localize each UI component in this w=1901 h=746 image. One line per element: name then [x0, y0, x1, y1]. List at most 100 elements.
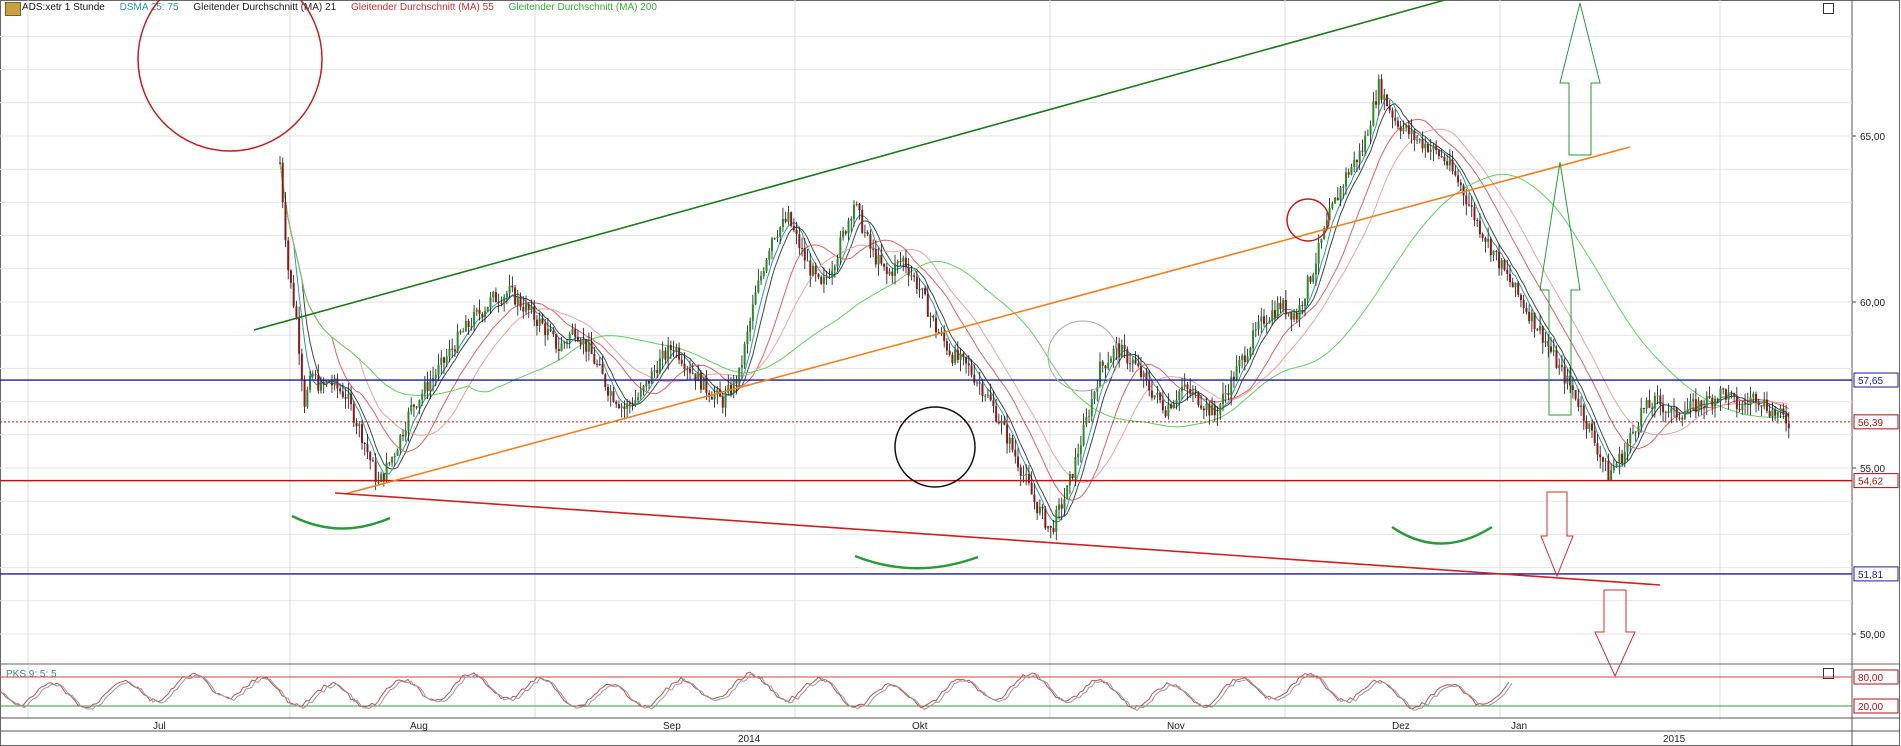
- candle-body: [391, 457, 394, 463]
- candle-body: [1703, 406, 1706, 408]
- candle-body: [1164, 410, 1167, 417]
- candle-body: [1599, 454, 1602, 458]
- candle-body: [1670, 408, 1673, 413]
- candle-body: [626, 403, 629, 409]
- candle-body: [1150, 390, 1153, 398]
- candle-body: [557, 348, 560, 352]
- candle-body: [1774, 409, 1777, 416]
- candle-body: [344, 397, 347, 399]
- candle-body: [1582, 405, 1585, 421]
- indicator-ma55[interactable]: Gleitender Durchschnitt (MA) 55: [350, 2, 494, 13]
- candle-body: [1621, 453, 1624, 464]
- candle-body: [981, 383, 984, 396]
- candle-body: [976, 382, 978, 384]
- candle-body: [582, 339, 585, 345]
- candle-body: [1358, 150, 1361, 163]
- candle-body: [1038, 506, 1041, 514]
- candle-body: [1481, 234, 1484, 238]
- candle-body: [1361, 150, 1364, 152]
- candle-body: [292, 282, 295, 307]
- candle-body: [1765, 399, 1768, 411]
- price-label: 54,62: [1858, 477, 1883, 488]
- candle-body: [1085, 416, 1088, 425]
- oscillator-maximize-button[interactable]: [1823, 668, 1834, 679]
- candle-body: [1156, 392, 1159, 396]
- candle-body: [1771, 409, 1774, 417]
- candle-body: [1391, 110, 1394, 118]
- candle-body: [366, 444, 369, 453]
- candle-body: [803, 248, 806, 261]
- candle-body: [505, 293, 508, 297]
- candle-body: [1443, 156, 1446, 162]
- candle-body: [661, 350, 664, 359]
- candle-body: [732, 378, 735, 394]
- candle-body: [1498, 252, 1501, 269]
- candle-body: [992, 400, 995, 407]
- candle-body: [784, 218, 787, 222]
- candle-body: [1350, 167, 1353, 175]
- candle-body: [1410, 130, 1413, 135]
- candle-body: [516, 296, 519, 305]
- candle-body: [1129, 363, 1132, 365]
- candle-body: [1205, 403, 1208, 411]
- candle-body: [842, 231, 845, 238]
- candle-body: [1724, 389, 1727, 400]
- candle-body: [1741, 403, 1744, 411]
- candle-body: [1744, 403, 1747, 405]
- candle-body: [1418, 139, 1421, 141]
- candle-body: [904, 257, 907, 268]
- candle-body: [1700, 400, 1703, 407]
- candle-body: [970, 365, 973, 375]
- candle-body: [935, 317, 937, 333]
- candle-body: [1074, 456, 1077, 478]
- candle-body: [1528, 311, 1531, 322]
- indicator-dsma[interactable]: DSMA 25: 75: [119, 2, 179, 13]
- candle-body: [1735, 395, 1738, 410]
- candle-body: [287, 240, 290, 271]
- indicator-ma200[interactable]: Gleitender Durchschnitt (MA) 200: [508, 2, 657, 13]
- candle-body: [836, 258, 839, 267]
- ticker-selector[interactable]: ADS:xetr 1 Stunde: [22, 2, 105, 13]
- candle-body: [667, 345, 670, 360]
- candle-body: [1738, 409, 1741, 411]
- maximize-button[interactable]: [1823, 3, 1834, 14]
- candle-body: [1563, 366, 1566, 384]
- candle-body: [1011, 437, 1014, 450]
- candle-body: [388, 462, 391, 464]
- candle-body: [1446, 161, 1449, 166]
- candle-body: [1785, 414, 1788, 424]
- candle-body: [1027, 474, 1030, 483]
- candle-body: [1178, 391, 1181, 401]
- candle-body: [1489, 238, 1492, 256]
- candle-body: [1530, 312, 1533, 322]
- candle-body: [1402, 127, 1405, 132]
- candle-body: [320, 381, 322, 391]
- candle-body: [1293, 313, 1296, 320]
- candle-body: [1238, 360, 1241, 367]
- candle-body: [1612, 466, 1615, 471]
- candle-body: [1287, 312, 1290, 315]
- indicator-ma21[interactable]: Gleitender Durchschnitt (MA) 21: [193, 2, 337, 13]
- candle-body: [967, 363, 970, 366]
- candle-body: [1525, 307, 1528, 312]
- candle-body: [1243, 355, 1246, 363]
- candle-body: [1107, 362, 1110, 369]
- candle-body: [926, 294, 929, 317]
- candle-body: [727, 384, 730, 393]
- candle-body: [751, 304, 754, 321]
- candle-body: [781, 218, 784, 228]
- candle-body: [1651, 407, 1654, 409]
- price-label: 57,65: [1858, 376, 1883, 387]
- candle-body: [1560, 365, 1563, 367]
- candle-body: [1716, 398, 1719, 401]
- candle-body: [552, 330, 555, 335]
- candle-body: [915, 276, 918, 290]
- oscillator-label[interactable]: PKS 9: 5: 5: [6, 669, 57, 680]
- candle-body: [623, 406, 626, 409]
- candle-body: [765, 259, 768, 272]
- candle-body: [1079, 445, 1082, 454]
- candle-body: [1090, 399, 1093, 417]
- candle-body: [1484, 237, 1487, 242]
- candle-body: [896, 261, 899, 264]
